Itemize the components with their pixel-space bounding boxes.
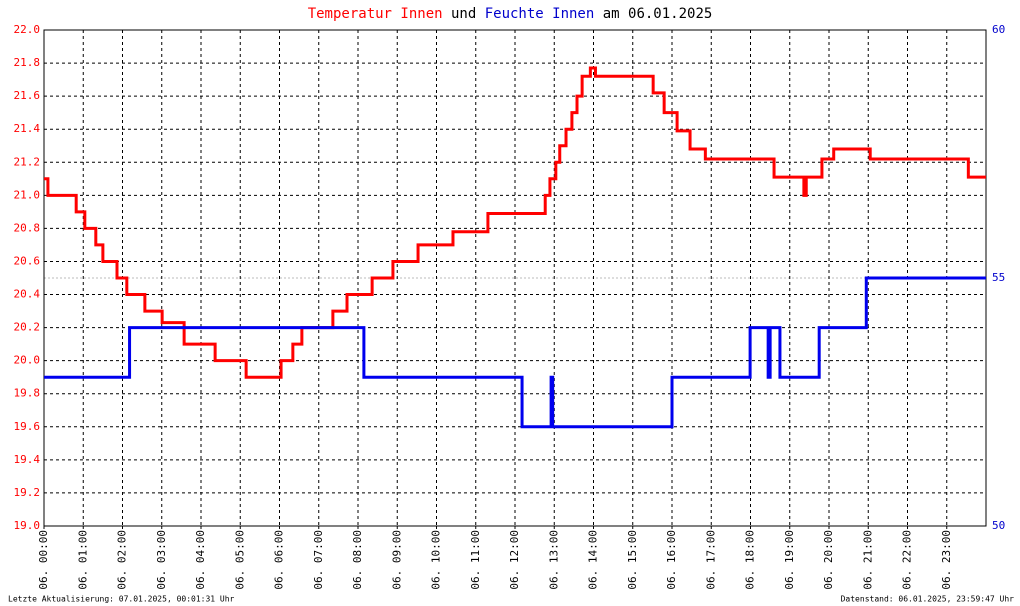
y-tick-label: 19.4 <box>14 453 41 466</box>
y-tick-label: 21.8 <box>14 56 41 69</box>
x-tick-label: 06. 14:00 <box>587 530 600 590</box>
x-tick-label: 06. 16:00 <box>665 530 678 590</box>
x-tick-label: 06. 11:00 <box>469 530 482 590</box>
y-tick-label: 19.8 <box>14 387 41 400</box>
x-tick-label: 06. 10:00 <box>430 530 443 590</box>
y-tick-label: 21.0 <box>14 188 41 201</box>
title-part: am 06.01.2025 <box>603 6 713 22</box>
x-tick-label: 06. 17:00 <box>704 530 717 590</box>
x-tick-label: 06. 20:00 <box>822 530 835 590</box>
y-tick-label: 19.6 <box>14 420 41 433</box>
x-tick-label: 06. 21:00 <box>861 530 874 590</box>
footer-right: Datenstand: 06.01.2025, 23:59:47 Uhr <box>841 595 1015 604</box>
y-tick-label: 20.8 <box>14 221 41 234</box>
x-tick-label: 06. 00:00 <box>37 530 50 590</box>
y2-tick-label: 60 <box>992 23 1005 36</box>
y-tick-label: 22.0 <box>14 23 41 36</box>
y2-tick-label: 55 <box>992 271 1005 284</box>
x-tick-label: 06. 07:00 <box>312 530 325 590</box>
x-tick-label: 06. 19:00 <box>783 530 796 590</box>
y-tick-label: 21.6 <box>14 89 41 102</box>
chart-title: Temperatur Innen und Feuchte Innen am 06… <box>308 6 713 22</box>
x-tick-label: 06. 23:00 <box>940 530 953 590</box>
x-tick-label: 06. 13:00 <box>547 530 560 590</box>
x-tick-label: 06. 03:00 <box>155 530 168 590</box>
x-tick-label: 06. 22:00 <box>901 530 914 590</box>
y-tick-label: 19.0 <box>14 519 41 532</box>
x-tick-label: 06. 01:00 <box>76 530 89 590</box>
y2-tick-label: 50 <box>992 519 1005 532</box>
x-tick-label: 06. 08:00 <box>351 530 364 590</box>
x-tick-label: 06. 18:00 <box>744 530 757 590</box>
x-tick-label: 06. 15:00 <box>626 530 639 590</box>
y-tick-label: 20.0 <box>14 354 41 367</box>
title-part: Feuchte Innen <box>485 6 595 22</box>
x-tick-label: 06. 06:00 <box>273 530 286 590</box>
footer-left: Letzte Aktualisierung: 07.01.2025, 00:01… <box>8 595 235 604</box>
x-tick-label: 06. 02:00 <box>116 530 129 590</box>
x-tick-label: 06. 04:00 <box>194 530 207 590</box>
x-tick-label: 06. 12:00 <box>508 530 521 590</box>
title-part: Temperatur Innen <box>308 6 443 22</box>
y-tick-label: 20.4 <box>14 288 41 301</box>
x-tick-label: 06. 05:00 <box>233 530 246 590</box>
y-tick-label: 21.2 <box>14 155 41 168</box>
title-part: und <box>451 6 476 22</box>
data-line <box>44 66 986 379</box>
y-tick-label: 20.2 <box>14 321 41 334</box>
x-tick-label: 06. 09:00 <box>390 530 403 590</box>
y-tick-label: 21.4 <box>14 122 41 135</box>
y-tick-label: 20.6 <box>14 254 41 267</box>
data-line <box>44 276 986 429</box>
y-tick-label: 19.2 <box>14 486 41 499</box>
